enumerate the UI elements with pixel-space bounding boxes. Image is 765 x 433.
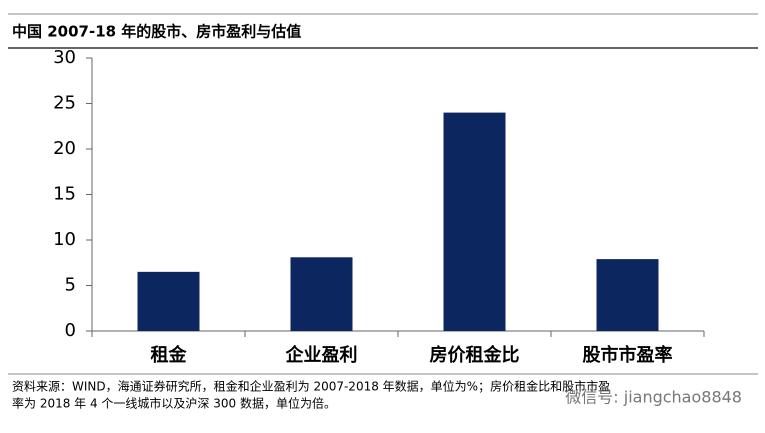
y-tick-label: 30 bbox=[53, 47, 76, 68]
x-tick-label: 企业盈利 bbox=[285, 344, 358, 366]
bar bbox=[596, 259, 659, 331]
y-tick-label: 20 bbox=[53, 138, 76, 159]
bar bbox=[290, 257, 353, 331]
source-note: 率为 2018 年 4 个一线城市以及沪深 300 数据，单位为倍。 bbox=[12, 396, 336, 411]
bar bbox=[137, 271, 200, 331]
y-tick-label: 15 bbox=[53, 184, 76, 205]
x-tick-label: 股市市盈率 bbox=[582, 344, 673, 366]
y-tick-label: 25 bbox=[53, 93, 76, 114]
y-tick-label: 10 bbox=[53, 229, 76, 250]
x-tick-label: 租金 bbox=[151, 344, 188, 366]
x-tick-label: 房价租金比 bbox=[430, 344, 520, 366]
chart-title: 中国 2007-18 年的股市、房市盈利与估值 bbox=[12, 23, 301, 41]
y-tick-label: 0 bbox=[65, 320, 76, 341]
watermark: 微信号: jiangchao8848 bbox=[565, 388, 742, 407]
y-tick-label: 5 bbox=[65, 275, 76, 296]
source-note: 资料来源：WIND，海通证券研究所，租金和企业盈利为 2007-2018 年数据… bbox=[12, 379, 610, 394]
bar bbox=[443, 112, 506, 331]
